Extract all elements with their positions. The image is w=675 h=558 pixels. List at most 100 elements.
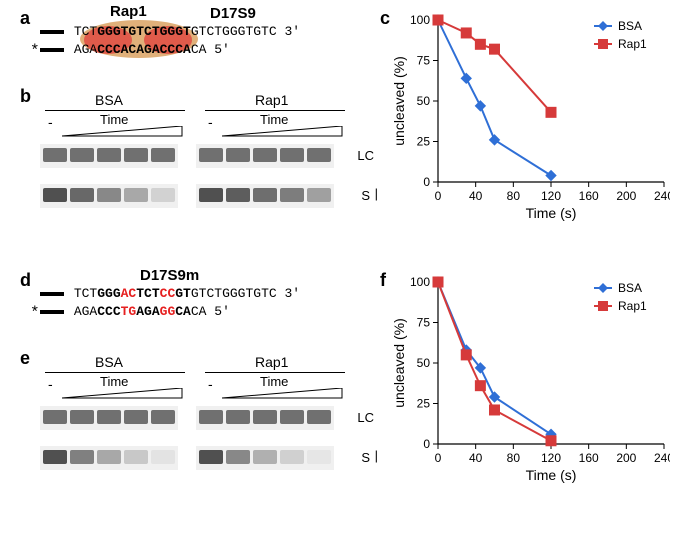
gel-b-lc-right — [196, 144, 334, 168]
gel-band-s — [151, 188, 175, 202]
panel-label-c: c — [380, 8, 390, 29]
panel-label-d: d — [20, 270, 31, 291]
svg-text:40: 40 — [469, 189, 483, 203]
gel-e-s-bar: | — [375, 448, 378, 463]
gel-band-lc — [253, 148, 277, 162]
gel-band-s — [43, 188, 67, 202]
gel-e-s-region — [40, 446, 350, 470]
gel-b-bsa-label: BSA — [95, 92, 123, 108]
gel-band-s — [253, 188, 277, 202]
seq-d-top-pre: TCT — [74, 286, 97, 301]
gel-band-s — [97, 450, 121, 464]
svg-text:80: 80 — [507, 189, 521, 203]
gel-e-lc-ann: LC — [357, 410, 374, 425]
chart-f: 025507510004080120160200240Time (s)uncle… — [390, 274, 670, 484]
gel-band-lc — [280, 148, 304, 162]
sequence-d17s9m: D17S9m TCTGGGACTCTCCGTGTCTGGGTGTC 3' AGA… — [40, 280, 340, 312]
gel-band-lc — [151, 148, 175, 162]
gel-band-lc — [280, 410, 304, 424]
gel-band-lc — [70, 410, 94, 424]
gel-e-s-right — [196, 446, 334, 470]
seq-bot-core: CCCACAGACCCA — [97, 42, 191, 57]
gel-b-lc-ann: LC — [357, 148, 374, 163]
svg-text:0: 0 — [435, 451, 442, 465]
gel-band-s — [70, 450, 94, 464]
svg-text:160: 160 — [579, 451, 599, 465]
gel-band-lc — [151, 410, 175, 424]
gel-band-s — [307, 450, 331, 464]
d-bot-m2: GG — [160, 304, 176, 319]
gel-band-s — [253, 450, 277, 464]
gel-band-s — [124, 188, 148, 202]
chart-c: 025507510004080120160200240Time (s)uncle… — [390, 12, 670, 222]
d-bot-s1: CCC — [97, 304, 120, 319]
gel-band-s — [97, 188, 121, 202]
gel-band-lc — [307, 148, 331, 162]
gel-b-time-left: Time — [100, 112, 128, 127]
panel-label-f: f — [380, 270, 386, 291]
radiolabel-star-a: * — [30, 43, 40, 59]
gel-band-lc — [43, 410, 67, 424]
svg-text:25: 25 — [417, 135, 431, 149]
svg-text:240: 240 — [654, 451, 670, 465]
gel-band-s — [124, 450, 148, 464]
sequence-d17s9: Rap1 D17S9 TCTGGGTGTCTGGGTGTCTGGGTGTC 3'… — [40, 18, 340, 50]
svg-text:120: 120 — [541, 451, 561, 465]
strand-bar-top — [40, 30, 64, 34]
seq-bot-post: CA — [191, 42, 207, 57]
strand-bar-bot-d — [40, 310, 64, 314]
svg-text:200: 200 — [616, 451, 636, 465]
gel-band-lc — [70, 148, 94, 162]
seq-d-bot-pre: AGA — [74, 304, 97, 319]
gel-band-s — [226, 188, 250, 202]
strand-bar-bot — [40, 48, 64, 52]
seq-bot-pre: AGA — [74, 42, 97, 57]
seq-top-post: GTCTGGGTGTC — [191, 24, 277, 39]
svg-text:0: 0 — [423, 175, 430, 189]
d-top-s3: GT — [175, 286, 191, 301]
svg-text:100: 100 — [410, 13, 430, 27]
gel-b-time-right: Time — [260, 112, 288, 127]
rap1-label: Rap1 — [110, 4, 147, 20]
gel-b-s-ann: S — [361, 188, 370, 203]
gel-e-rap1-label: Rap1 — [255, 354, 288, 370]
svg-text:75: 75 — [417, 316, 431, 330]
svg-text:uncleaved (%): uncleaved (%) — [391, 56, 407, 146]
d-bot-m1: TG — [121, 304, 137, 319]
seq-name-d17s9: D17S9 — [210, 6, 256, 22]
d-bot-s2: AGA — [136, 304, 159, 319]
svg-text:40: 40 — [469, 451, 483, 465]
d-top-prime: 3' — [277, 286, 300, 301]
svg-text:160: 160 — [579, 189, 599, 203]
svg-text:80: 80 — [507, 451, 521, 465]
gel-band-lc — [253, 410, 277, 424]
gel-band-s — [70, 188, 94, 202]
panel-label-a: a — [20, 8, 30, 29]
seq-top-prime: 3' — [277, 24, 300, 39]
time-triangle-e-left — [62, 388, 184, 400]
gel-b-minus-right: - — [208, 114, 213, 130]
gel-band-lc — [97, 148, 121, 162]
d-top-m1: AC — [121, 286, 137, 301]
strand-bar-top-d — [40, 292, 64, 296]
gel-e-line-right — [205, 372, 345, 373]
gel-band-lc — [43, 148, 67, 162]
gel-band-s — [199, 450, 223, 464]
d-bot-prime: 5' — [206, 304, 229, 319]
gel-band-lc — [226, 148, 250, 162]
panel-label-b: b — [20, 86, 31, 107]
time-triangle-b-left — [62, 126, 184, 138]
gel-b-lc-region — [40, 144, 350, 168]
gel-b-s-region — [40, 184, 350, 208]
gel-band-lc — [199, 410, 223, 424]
gel-band-s — [43, 450, 67, 464]
gel-b-s-left — [40, 184, 178, 208]
gel-band-lc — [124, 148, 148, 162]
d-bot-s3: CA — [175, 304, 191, 319]
svg-text:uncleaved (%): uncleaved (%) — [391, 318, 407, 408]
gel-b-lc-left — [40, 144, 178, 168]
gel-e-minus-right: - — [208, 376, 213, 392]
radiolabel-star-d: * — [30, 305, 40, 321]
svg-text:BSA: BSA — [618, 281, 642, 295]
gel-band-s — [199, 188, 223, 202]
